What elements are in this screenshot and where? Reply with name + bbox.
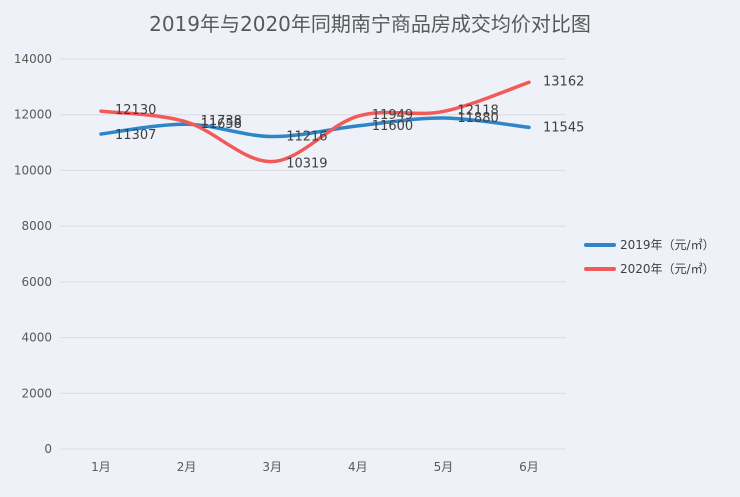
series-line-1 xyxy=(99,116,531,139)
data-label: 11600 xyxy=(372,119,413,134)
x-axis: 1月 2月 3月 4月 5月 6月 xyxy=(91,460,539,474)
y-tick-label: 14000 xyxy=(14,52,52,66)
data-label: 11949 xyxy=(372,108,413,123)
data-label: 10319 xyxy=(286,157,327,172)
chart-title: 2019年与2020年同期南宁商品房成交均价对比图 xyxy=(149,12,591,36)
y-tick-label: 12000 xyxy=(14,108,52,122)
y-tick-label: 0 xyxy=(44,442,52,456)
data-label: 11738 xyxy=(201,114,242,129)
data-label: 12130 xyxy=(115,103,156,118)
x-tick-label: 4月 xyxy=(348,460,368,474)
x-tick-label: 5月 xyxy=(434,460,454,474)
y-tick-label: 8000 xyxy=(21,219,52,233)
x-tick-label: 6月 xyxy=(519,460,539,474)
x-tick-label: 3月 xyxy=(262,460,282,474)
data-label: 11880 xyxy=(457,111,498,126)
data-label: 11658 xyxy=(201,117,242,132)
data-label: 11545 xyxy=(543,120,584,135)
x-tick-label: 1月 xyxy=(91,460,111,474)
legend: 2019年（元/㎡） 2020年（元/㎡） xyxy=(584,238,715,276)
data-label: 13162 xyxy=(543,74,584,89)
y-axis: 0 2000 4000 6000 8000 10000 12000 14000 xyxy=(14,52,52,456)
y-tick-label: 2000 xyxy=(21,386,52,400)
data-label: 12118 xyxy=(457,103,498,118)
data-label: 11307 xyxy=(115,128,156,143)
series-line-2 xyxy=(99,80,531,164)
legend-label: 2019年（元/㎡） xyxy=(620,238,715,252)
series xyxy=(99,80,531,164)
x-tick-label: 2月 xyxy=(177,460,197,474)
data-label: 11216 xyxy=(286,130,327,145)
y-tick-label: 10000 xyxy=(14,163,52,177)
data-labels: 11307 11658 11216 11600 11880 11545 12130 11738… xyxy=(115,74,584,171)
legend-label: 2020年（元/㎡） xyxy=(620,262,715,276)
y-tick-label: 6000 xyxy=(21,275,52,289)
y-tick-label: 4000 xyxy=(21,331,52,345)
